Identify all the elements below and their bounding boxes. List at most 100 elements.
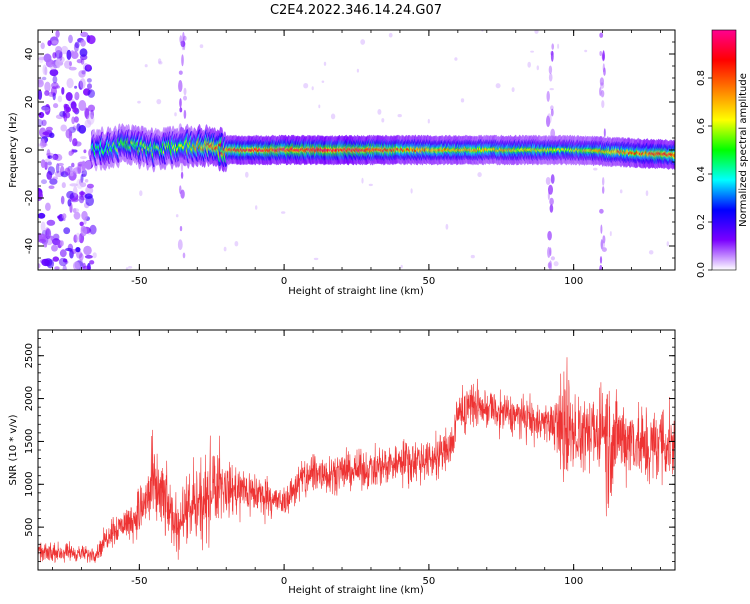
x-tick-label: -50 xyxy=(131,276,147,287)
snr-ylabel: SNR (10 * v/v) xyxy=(8,414,19,485)
noise-blob xyxy=(80,39,86,47)
streak-blob xyxy=(600,240,605,249)
noise-blob xyxy=(52,153,59,160)
noise-blob xyxy=(67,199,72,207)
noise-blob xyxy=(42,131,50,136)
noise-blob xyxy=(43,243,48,248)
streak-blob xyxy=(599,256,603,264)
speck-blob xyxy=(303,83,309,89)
noise-blob xyxy=(89,260,95,265)
noise-blob xyxy=(74,85,78,89)
noise-blob xyxy=(79,48,88,57)
noise-blob xyxy=(47,40,52,47)
streak-blob xyxy=(600,82,605,89)
noise-blob xyxy=(72,138,78,147)
streak-blob xyxy=(600,90,605,98)
streak-blob xyxy=(177,239,183,251)
noise-blob xyxy=(57,95,63,103)
noise-blob xyxy=(61,45,69,55)
speck-blob xyxy=(549,88,554,91)
speck-blob xyxy=(445,223,449,230)
noise-blob xyxy=(38,89,43,100)
noise-blob xyxy=(55,46,62,54)
streak-blob xyxy=(183,35,187,41)
noise-blob xyxy=(47,166,56,176)
noise-blob xyxy=(40,221,46,232)
x-tick-label: 50 xyxy=(423,276,436,287)
noise-blob xyxy=(70,197,79,203)
speck-blob xyxy=(388,32,393,38)
streak-blob xyxy=(179,98,182,108)
streak-blob xyxy=(179,185,182,195)
noise-blob xyxy=(59,111,66,117)
noise-blob xyxy=(75,247,81,253)
noise-blob xyxy=(81,169,88,177)
streak-blob xyxy=(550,50,554,62)
x-tick-label: -50 xyxy=(131,576,147,587)
noise-blob xyxy=(48,185,55,189)
speck-blob xyxy=(125,267,129,270)
noise-blob xyxy=(71,116,76,125)
noise-blob xyxy=(66,78,74,89)
noise-blob xyxy=(71,249,77,254)
colorbar-tick-label: 0.6 xyxy=(696,118,707,134)
speck-blob xyxy=(156,99,162,105)
noise-blob xyxy=(50,155,59,161)
speck-blob xyxy=(666,241,669,247)
streak-blob xyxy=(546,90,550,102)
noise-blob xyxy=(65,128,72,139)
noise-blob xyxy=(44,81,51,93)
noise-blob xyxy=(51,244,58,252)
snr-frame xyxy=(37,329,676,571)
x-tick-label: 100 xyxy=(564,276,583,287)
noise-blob xyxy=(84,193,93,199)
noise-blob xyxy=(41,179,47,185)
noise-blob xyxy=(83,149,87,154)
noise-blob xyxy=(54,266,60,270)
streak-blob xyxy=(182,252,186,259)
spectrogram-panel: -50 0 50 100 -40 -20 0 20 40 Height of straight … xyxy=(8,29,676,297)
streak-blob xyxy=(546,113,552,124)
streak-blob xyxy=(550,256,556,261)
noise-blob xyxy=(84,119,92,128)
y-tick-label: 2000 xyxy=(24,386,35,411)
figure-title: C2E4.2022.346.14.24.G07 xyxy=(270,3,442,18)
speck-blob xyxy=(245,171,249,178)
noise-blob xyxy=(87,35,96,45)
noise-blob xyxy=(84,254,93,259)
speck-blob xyxy=(174,112,177,117)
noise-blob xyxy=(64,60,72,69)
noise-blob xyxy=(76,123,81,132)
noise-blob xyxy=(69,61,72,67)
speck-blob xyxy=(175,214,179,218)
y-tick-label: -20 xyxy=(24,190,35,206)
snr-xlabel: Height of straight line (km) xyxy=(288,585,424,596)
noise-blob xyxy=(68,34,73,44)
noise-blob xyxy=(43,158,52,169)
streak-blob xyxy=(547,230,552,241)
speck-blob xyxy=(593,167,598,171)
spectrogram-ylabel: Frequency (Hz) xyxy=(8,112,19,188)
noise-blob xyxy=(73,211,81,220)
speck-blob xyxy=(223,246,227,252)
noise-blob xyxy=(42,64,47,75)
noise-blob xyxy=(72,186,78,197)
streak-blob xyxy=(547,246,551,258)
snr-series xyxy=(38,357,675,563)
noise-blob xyxy=(80,173,84,183)
speck-blob xyxy=(609,231,612,237)
noise-blob xyxy=(38,79,44,88)
noise-blob xyxy=(54,153,63,162)
streak-blob xyxy=(181,38,185,51)
y-tick-label: 20 xyxy=(24,96,35,109)
noise-blob xyxy=(80,156,87,160)
streak-blob xyxy=(600,224,603,234)
speck-blob xyxy=(527,61,531,68)
noise-blob xyxy=(38,190,43,202)
noise-blob xyxy=(41,258,50,267)
noise-blob xyxy=(58,257,68,267)
streak-blob xyxy=(546,115,551,128)
noise-blob xyxy=(66,49,72,61)
noise-blob xyxy=(52,233,60,241)
noise-blob xyxy=(69,249,74,259)
